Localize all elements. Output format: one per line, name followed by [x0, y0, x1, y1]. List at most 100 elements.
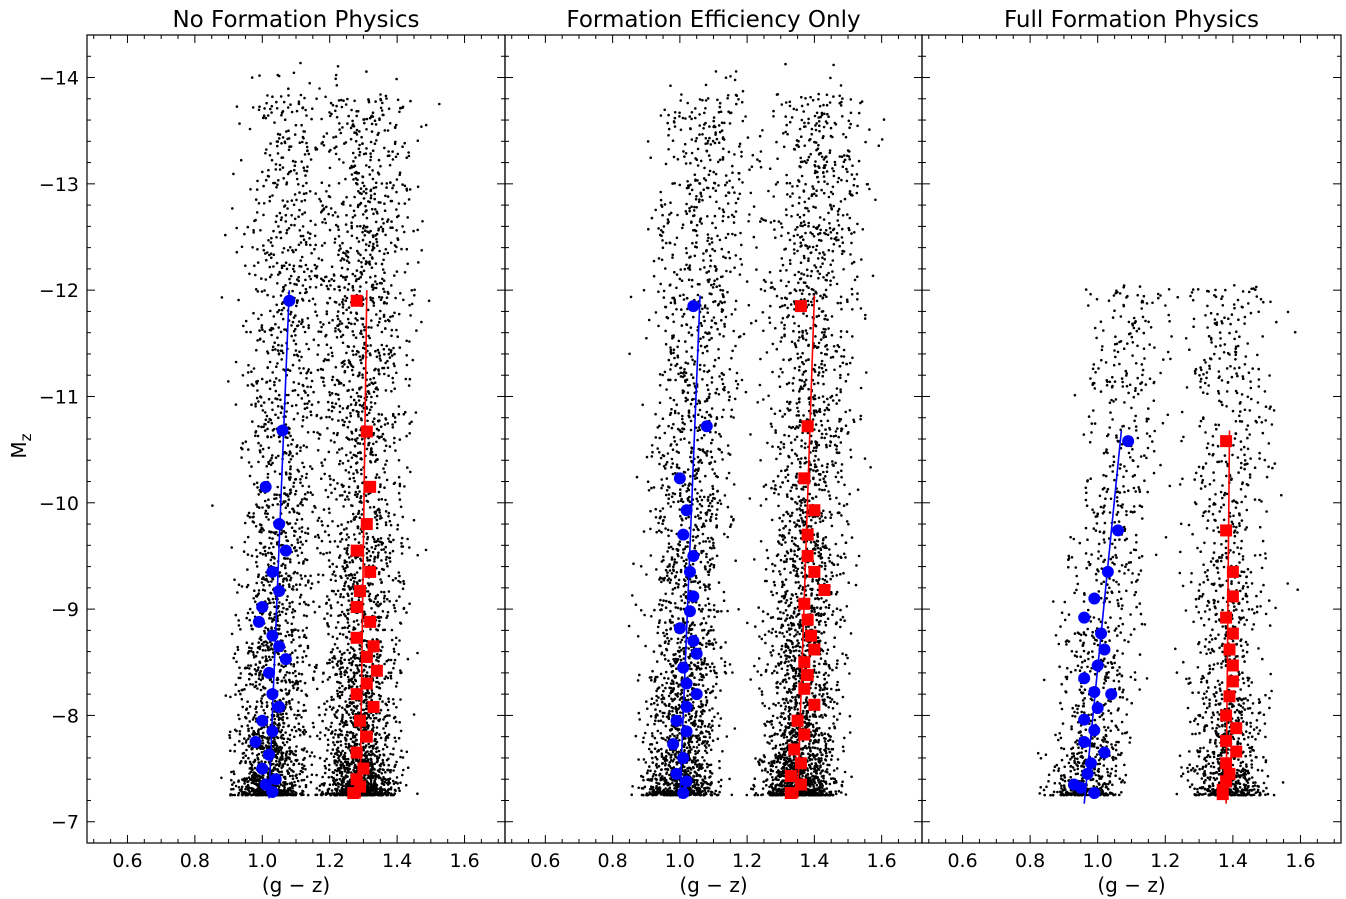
background-point: [386, 366, 390, 370]
background-point: [370, 749, 373, 753]
background-point: [331, 405, 334, 408]
background-point: [344, 141, 348, 144]
background-point: [279, 236, 283, 240]
background-point: [338, 128, 341, 131]
background-point: [300, 475, 304, 478]
background-point: [354, 336, 358, 340]
background-point: [347, 114, 351, 118]
background-point: [397, 571, 401, 574]
background-point: [352, 704, 356, 708]
background-point: [340, 523, 343, 526]
background-point: [351, 119, 354, 123]
background-point: [378, 249, 381, 253]
background-point: [288, 678, 291, 682]
background-point: [370, 256, 374, 259]
background-point: [307, 324, 311, 327]
background-point: [346, 577, 349, 580]
background-point: [341, 626, 344, 630]
background-point: [246, 553, 250, 556]
background-point: [238, 761, 242, 765]
background-point: [343, 582, 347, 585]
background-point: [288, 427, 291, 430]
background-point: [371, 245, 375, 248]
background-point: [392, 782, 396, 785]
background-point: [285, 228, 289, 232]
background-point: [362, 184, 366, 188]
background-point: [385, 182, 389, 185]
background-point: [355, 278, 358, 281]
background-point: [359, 329, 363, 333]
background-point: [279, 748, 283, 751]
background-point: [332, 706, 335, 709]
background-point: [311, 297, 315, 301]
background-point: [292, 71, 296, 75]
background-point: [361, 238, 365, 242]
background-point: [280, 216, 284, 219]
background-point: [364, 494, 368, 497]
background-point: [381, 227, 385, 231]
background-point: [256, 729, 260, 733]
background-point: [299, 593, 303, 597]
background-point: [349, 737, 353, 741]
background-point: [295, 588, 299, 591]
background-point: [304, 108, 307, 112]
background-point: [372, 186, 376, 190]
background-point: [336, 664, 339, 667]
background-point: [397, 459, 401, 462]
background-point: [353, 518, 356, 521]
background-point: [251, 651, 255, 654]
background-point: [386, 564, 389, 568]
background-point: [292, 638, 295, 641]
background-point: [365, 447, 369, 451]
background-point: [279, 713, 283, 716]
background-point: [285, 183, 288, 186]
background-point: [394, 610, 397, 613]
background-point: [258, 105, 261, 108]
background-point: [290, 324, 293, 327]
background-point: [284, 436, 288, 439]
background-point: [373, 368, 376, 372]
background-point: [291, 684, 295, 688]
background-point: [273, 121, 276, 124]
background-point: [352, 476, 356, 480]
background-point: [286, 200, 289, 203]
background-point: [320, 244, 324, 247]
background-point: [394, 155, 398, 159]
background-point: [389, 181, 392, 184]
background-point: [274, 750, 278, 753]
background-point: [312, 600, 315, 603]
background-point: [316, 533, 320, 537]
background-point: [282, 100, 286, 104]
background-point: [375, 282, 379, 286]
background-point: [348, 380, 351, 383]
background-point: [372, 768, 376, 771]
background-point: [261, 170, 264, 174]
background-point: [314, 267, 318, 270]
background-point: [395, 706, 398, 709]
background-point: [301, 461, 304, 465]
background-point: [305, 342, 308, 346]
background-point: [356, 727, 360, 730]
background-point: [305, 472, 309, 476]
background-point: [271, 597, 275, 601]
background-point: [271, 454, 274, 457]
background-point: [307, 152, 311, 156]
background-point: [316, 368, 320, 372]
background-point: [319, 731, 322, 734]
background-point: [259, 396, 263, 399]
background-point: [264, 151, 267, 155]
background-point: [373, 717, 376, 720]
background-point: [282, 697, 285, 700]
background-point: [240, 787, 243, 791]
background-point: [276, 282, 279, 285]
background-point: [269, 558, 273, 562]
background-point: [354, 515, 358, 518]
background-point: [313, 234, 317, 238]
background-point: [350, 708, 353, 711]
background-point: [318, 197, 321, 201]
background-point: [336, 310, 340, 313]
background-point: [328, 474, 331, 478]
background-point: [346, 621, 350, 624]
background-point: [252, 384, 255, 388]
background-point: [295, 304, 298, 308]
